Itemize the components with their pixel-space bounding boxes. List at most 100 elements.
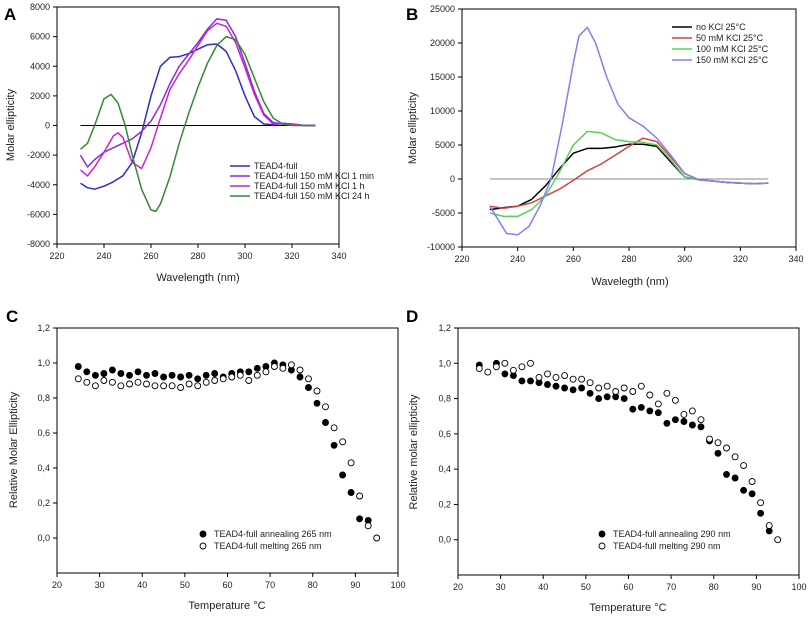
- panel-c-ytick-label: 1,0: [37, 358, 50, 368]
- panel-d-series-2-point: [501, 359, 509, 367]
- panel-a-ytick-label: 6000: [30, 32, 50, 42]
- panel-d-ytick-label: 1,2: [438, 323, 451, 333]
- panel-c-series-2-point: [108, 378, 116, 386]
- panel-a-ytick-label: -4000: [27, 180, 50, 190]
- panel-d-series-1-point: [501, 370, 509, 378]
- panel-a-xtick-label: 220: [49, 251, 64, 261]
- panel-d-series-1-point: [731, 474, 739, 482]
- panel-d-series-2-point: [518, 363, 526, 371]
- panel-c-xtick-label: 50: [180, 580, 190, 590]
- panel-c-series-2-point: [228, 373, 236, 381]
- panel-c-series-2-point: [356, 492, 364, 500]
- panel-d-series-2-point: [492, 363, 500, 371]
- panel-c-series-2-legend-marker: [199, 542, 207, 550]
- panel-d-xtick-label: 80: [709, 582, 719, 592]
- panel-c-series-2-point: [339, 438, 347, 446]
- panel-c-series-2-point: [364, 522, 372, 530]
- panel-d-series-1-point: [680, 418, 688, 425]
- panel-d-series-1-point: [663, 419, 671, 427]
- panel-c-series-2-point: [168, 382, 176, 390]
- panel-a-xtick-label: 300: [237, 251, 252, 261]
- panel-c-series-1-point: [322, 419, 329, 426]
- panel-c-series-2-point: [236, 371, 244, 379]
- panel-d-ytick-label: 1,0: [438, 358, 451, 368]
- panel-c-series-2-point: [245, 377, 253, 384]
- panel-c-series-2-point: [134, 378, 142, 386]
- panel-d-series-2-point: [552, 373, 560, 381]
- panel-d-series-2-point: [748, 478, 756, 485]
- panel-d-series-2-point: [697, 416, 705, 424]
- panel-c-series-1-point: [126, 371, 133, 379]
- panel-c-series-2-point: [185, 380, 193, 388]
- panel-b: B Wavelegth (nm) Molar ellipticity 220 24…: [406, 4, 804, 288]
- panel-d-series-1-point: [688, 421, 696, 429]
- panel-c-series-2-point: [279, 364, 287, 372]
- panel-d-series-2-legend-label: TEAD4-full melting 290 nm: [613, 541, 721, 551]
- panel-d-xtick-label: 70: [666, 582, 676, 592]
- panel-a-series-3-legend-label: TEAD4-full 150 mM KCl 1 h: [254, 181, 365, 191]
- panel-d-series-2-point: [663, 389, 671, 397]
- panel-c-series-1-point: [339, 471, 347, 479]
- panel-c-xtick-label: 40: [137, 580, 147, 590]
- panel-d-series-2-point: [731, 453, 739, 461]
- panel-a-ytick-label: 8000: [30, 2, 50, 12]
- panel-a-letter: A: [4, 5, 16, 24]
- panel-c-series-2-point: [74, 375, 82, 383]
- panel-d-ylabel: Relative molar ellipticity: [408, 394, 420, 509]
- panel-d-series-2-point: [544, 370, 551, 378]
- panel-b-ytick-label: 0: [450, 174, 455, 184]
- panel-d-series-1-point: [714, 449, 722, 457]
- panel-c: C Temperature °C Relative Molar Elliptic…: [6, 307, 406, 612]
- panel-c-series-1-point: [108, 366, 116, 374]
- panel-d-series-1-point: [561, 384, 569, 392]
- panel-d-series-1-point: [671, 416, 679, 424]
- panel-d-series-2-point: [561, 372, 569, 380]
- panel-d-series-1-legend-label: TEAD4-full annealing 290 nm: [613, 529, 731, 539]
- panel-c-series-1-point: [245, 368, 253, 376]
- panel-d-xtick-label: 20: [453, 582, 463, 592]
- panel-c-series-2-point: [305, 375, 312, 383]
- panel-b-xtick-label: 240: [510, 254, 525, 264]
- panel-a-xtick-label: 280: [190, 251, 205, 261]
- panel-d-ytick-label: 0,4: [438, 464, 451, 474]
- panel-d-xtick-label: 100: [791, 582, 806, 592]
- panel-a-ytick-label: 0: [45, 121, 50, 131]
- panel-c-ytick-label: 0,4: [37, 463, 50, 473]
- panel-b-letter: B: [406, 5, 418, 24]
- panel-d-series-1-point: [595, 395, 603, 403]
- panel-c-series-1-point: [83, 368, 91, 376]
- panel-b-series-3-legend-label: 100 mM KCl 25°C: [696, 44, 769, 54]
- panel-a-ytick-label: -8000: [27, 239, 50, 249]
- panel-c-series-1-point: [177, 373, 185, 381]
- panel-d-series-1-point: [578, 384, 586, 392]
- panel-c-series-1-point: [91, 371, 99, 379]
- panel-d-series-1-point: [620, 395, 628, 403]
- panel-a-series-2-line: [79, 18, 316, 168]
- panel-a-series-1-legend-label: TEAD4-full: [254, 161, 298, 171]
- panel-d-series-2-point: [723, 444, 730, 452]
- panel-d-series-2-point: [757, 499, 765, 507]
- panel-d-xtick-label: 40: [538, 582, 548, 592]
- panel-c-series-1-point: [117, 370, 125, 377]
- panel-b-ytick-label: -10000: [427, 242, 455, 252]
- panel-a-xtick-label: 240: [96, 251, 111, 261]
- panel-c-series-1-point: [313, 399, 321, 407]
- panel-d-series-1-point: [654, 409, 662, 417]
- panel-c-ytick-label: 1,2: [37, 323, 50, 333]
- panel-c-series-1-point: [160, 373, 168, 381]
- panel-d-xtick-label: 50: [581, 582, 591, 592]
- panel-d-series-2-point: [714, 439, 722, 447]
- panel-d-series-1-point: [740, 486, 748, 494]
- panel-c-xtick-label: 70: [265, 580, 275, 590]
- panel-c-xlabel: Temperature °C: [188, 600, 265, 612]
- panel-c-xtick-label: 30: [95, 580, 105, 590]
- panel-c-series-2-point: [202, 378, 210, 386]
- panel-d-series-2-point: [688, 407, 696, 415]
- panel-c-series-2-point: [151, 382, 159, 390]
- panel-d-series-2-point: [509, 366, 517, 374]
- panel-c-series-1-point: [194, 375, 202, 383]
- panel-c-series-1-point: [330, 441, 338, 449]
- panel-c-series-1-point: [305, 384, 312, 391]
- panel-c-series-2-point: [373, 534, 381, 542]
- panel-c-series-2-point: [313, 387, 321, 395]
